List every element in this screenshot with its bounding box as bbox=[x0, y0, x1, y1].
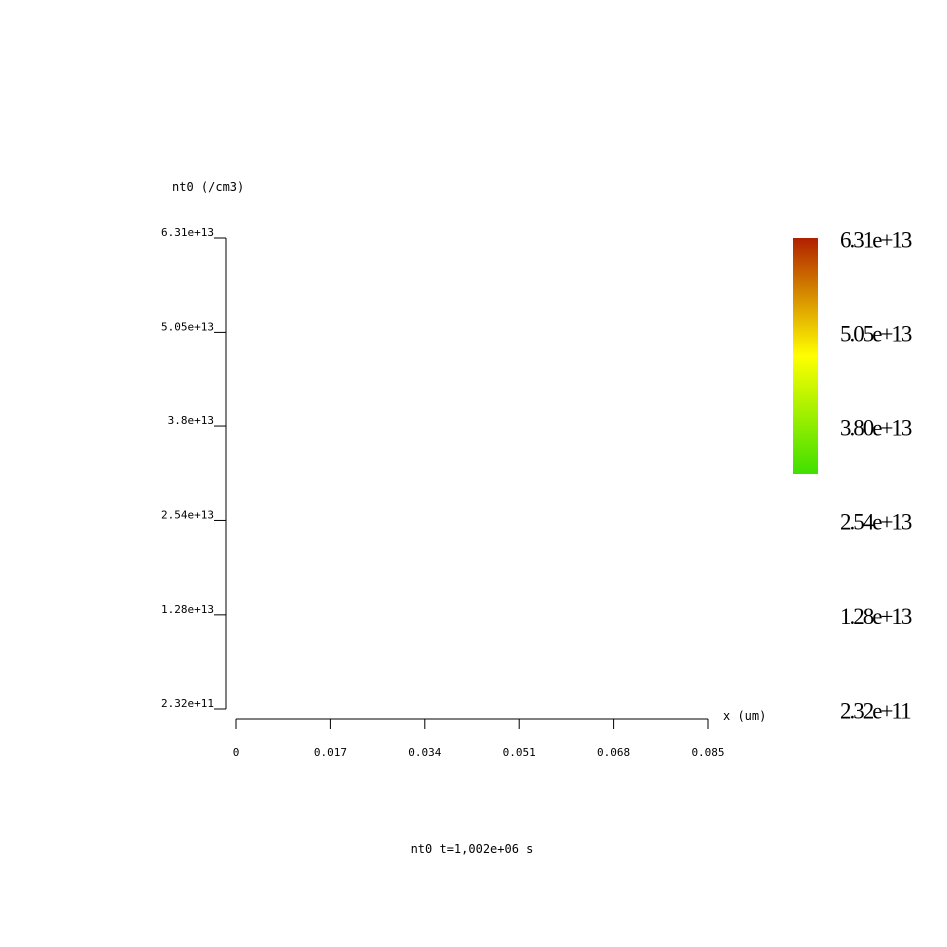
y-tick-label: 1.28e+13 bbox=[161, 603, 214, 616]
y-tick-label: 2.32e+11 bbox=[161, 697, 214, 710]
chart-title: nt0 t=1,002e+06 s bbox=[411, 842, 534, 856]
y-tick-label: 5.05e+13 bbox=[161, 320, 214, 333]
y-axis-label: nt0 (/cm3) bbox=[172, 180, 244, 194]
colorbar-label: 5.05e+13 bbox=[840, 322, 912, 347]
y-tick-label: 2.54e+13 bbox=[161, 508, 214, 521]
x-axis-label: x (um) bbox=[723, 709, 766, 723]
colorbar-label: 6.31e+13 bbox=[840, 227, 912, 252]
x-tick-label: 0.068 bbox=[597, 746, 630, 759]
y-tick-label: 6.31e+13 bbox=[161, 226, 214, 239]
x-tick-label: 0.017 bbox=[314, 746, 347, 759]
x-tick-label: 0.051 bbox=[503, 746, 536, 759]
colorbar-label: 2.54e+13 bbox=[840, 510, 912, 535]
y-tick-label: 3.8e+13 bbox=[168, 414, 214, 427]
x-tick-label: 0 bbox=[233, 746, 240, 759]
colorbar-label: 1.28e+13 bbox=[840, 604, 912, 629]
colorbar bbox=[793, 238, 818, 474]
colorbar-label: 2.32e+11 bbox=[840, 698, 911, 723]
x-tick-label: 0.034 bbox=[408, 746, 441, 759]
colorbar-label: 3.80e+13 bbox=[840, 415, 912, 440]
x-tick-label: 0.085 bbox=[691, 746, 724, 759]
